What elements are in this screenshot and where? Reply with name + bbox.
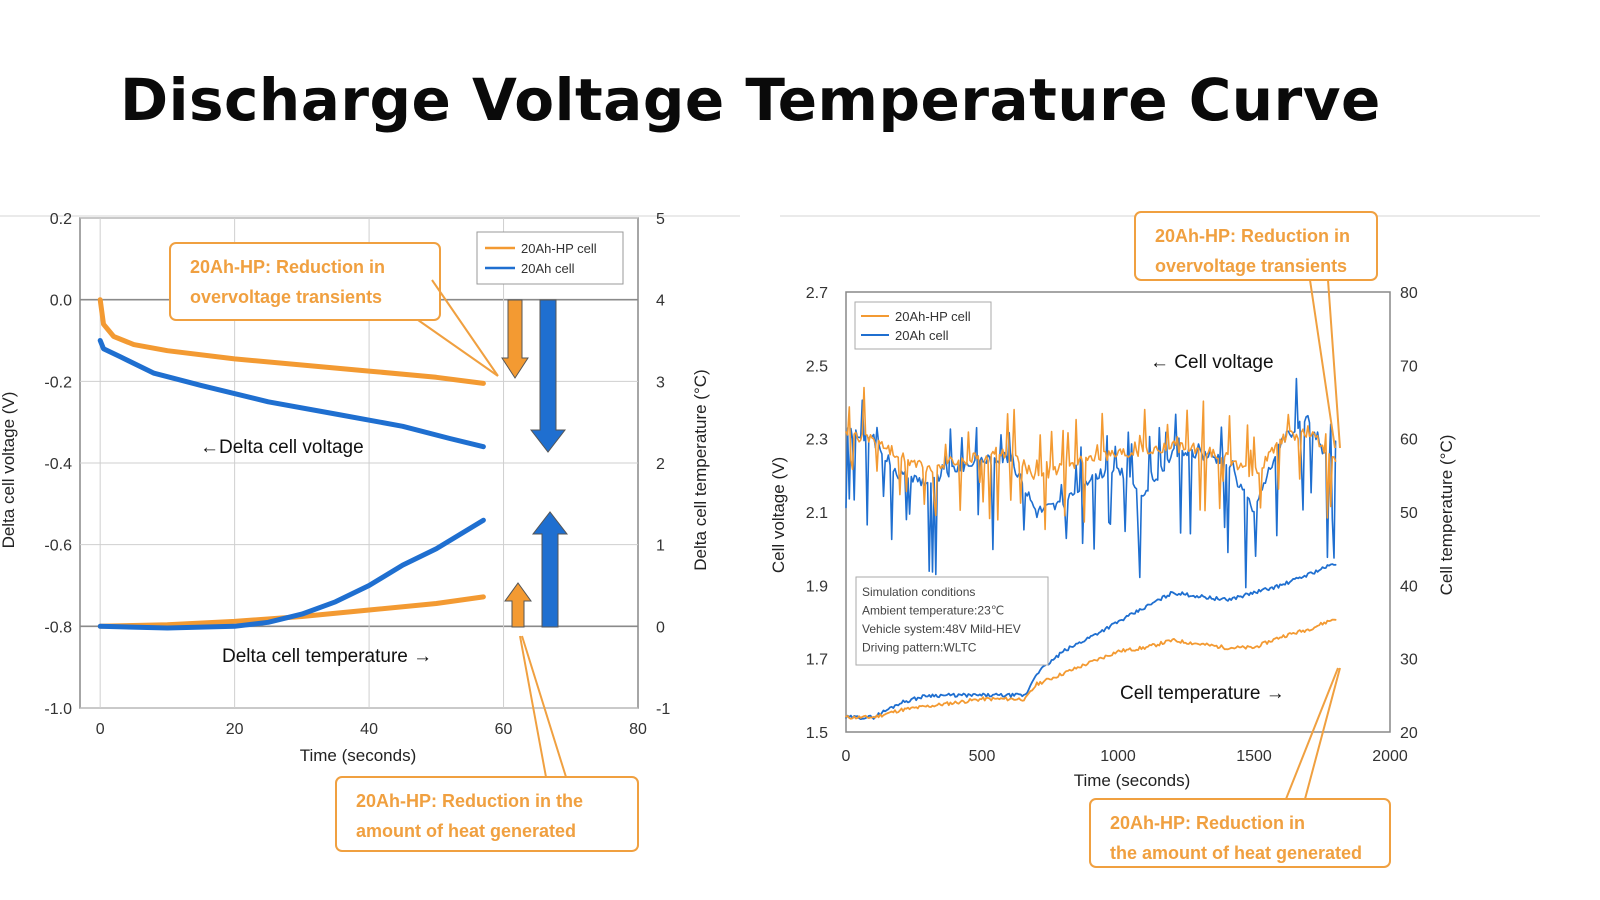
callout-text: overvoltage transients xyxy=(1155,256,1347,276)
conditions-text: Ambient temperature:23℃ xyxy=(862,604,1004,618)
y-tick-label: 1.5 xyxy=(806,725,828,742)
callout-text: amount of heat generated xyxy=(356,821,576,841)
callout-text: 20Ah-HP: Reduction in the xyxy=(356,791,583,811)
series-line-3 xyxy=(97,517,486,631)
y-tick-label: -0.8 xyxy=(44,619,72,636)
y-axis-label: Cell voltage (V) xyxy=(769,457,788,573)
y-tick-label: 2.1 xyxy=(806,505,828,522)
y-tick-label: -1.0 xyxy=(44,701,72,718)
legend xyxy=(854,301,992,350)
y2-tick-label: -1 xyxy=(656,701,670,718)
y2-tick-label: 3 xyxy=(656,374,665,391)
legend-label: 20Ah cell xyxy=(521,261,575,276)
x-axis-label: Time (seconds) xyxy=(1074,771,1191,790)
y-tick-label: 0.0 xyxy=(50,293,72,310)
x-tick-label: 0 xyxy=(842,748,851,765)
x-tick-label: 0 xyxy=(96,721,105,738)
y2-tick-label: 1 xyxy=(656,538,665,555)
y2-tick-label: 0 xyxy=(656,619,665,636)
voltage-label: ← Cell voltage xyxy=(1150,352,1274,373)
legend-label: 20Ah cell xyxy=(895,328,949,343)
y2-tick-label: 50 xyxy=(1400,505,1418,522)
callout-box-2 xyxy=(1089,798,1391,868)
conditions-text: Simulation conditions xyxy=(862,585,975,599)
x-tick-label: 80 xyxy=(629,721,647,738)
chart-delta-cell: 0.2 0.0 -0.2 -0.4 -0.6 -0.8 -1.0 5 4 3 2 1 0 -1 0 20 40 6… xyxy=(0,211,710,852)
x-tick-label: 60 xyxy=(495,721,513,738)
y2-tick-label: 60 xyxy=(1400,432,1418,449)
callout-box-1 xyxy=(169,242,441,321)
x-tick-label: 1000 xyxy=(1100,748,1136,765)
voltage-label: ←Delta cell voltage xyxy=(200,437,364,458)
callout-text: overvoltage transients xyxy=(190,287,382,307)
x-axis-label: Time (seconds) xyxy=(300,746,417,765)
temperature-label: Cell temperature → xyxy=(1120,683,1285,704)
x-tick-label: 20 xyxy=(226,721,244,738)
series-line-0 xyxy=(97,297,486,386)
y-tick-label: 0.2 xyxy=(50,211,72,228)
y2-tick-label: 40 xyxy=(1400,578,1418,595)
y-tick-label: 1.9 xyxy=(806,578,828,595)
callout-pointer-1 xyxy=(417,279,499,377)
page-title: Discharge Voltage Temperature Curve xyxy=(120,66,1381,134)
y-axis-label: Delta cell voltage (V) xyxy=(0,392,18,549)
callout-text: 20Ah-HP: Reduction in xyxy=(1110,813,1305,833)
series-line-1 xyxy=(97,338,486,450)
series-line-3 xyxy=(845,563,1337,720)
callout-box-1 xyxy=(1134,211,1378,281)
callout-text: 20Ah-HP: Reduction in xyxy=(190,257,385,277)
conditions-text: Driving pattern:WLTC xyxy=(862,641,977,655)
arrow-std-voltage xyxy=(529,299,567,453)
x-tick-label: 40 xyxy=(360,721,378,738)
y-tick-label: 2.7 xyxy=(806,285,828,302)
y2-tick-label: 4 xyxy=(656,293,665,310)
conditions-text: Vehicle system:48V Mild-HEV xyxy=(862,622,1021,636)
y2-tick-label: 80 xyxy=(1400,285,1418,302)
y2-tick-label: 20 xyxy=(1400,725,1418,742)
legend xyxy=(476,231,624,285)
y2-tick-label: 70 xyxy=(1400,358,1418,375)
chart-cell-wltc: 2.7 2.5 2.3 2.1 1.9 1.7 1.5 80 70 60 50 40 30 20 0 500 1… xyxy=(769,211,1456,868)
y-tick-label: -0.6 xyxy=(44,538,72,555)
callout-pointer-2 xyxy=(519,635,567,778)
series-line-0 xyxy=(845,386,1337,531)
series-line-2 xyxy=(845,618,1337,720)
y-tick-label: -0.4 xyxy=(44,456,72,473)
y-tick-label: 2.3 xyxy=(806,432,828,449)
x-tick-label: 500 xyxy=(969,748,996,765)
arrow-hp-voltage xyxy=(501,299,529,379)
y-tick-label: 2.5 xyxy=(806,358,828,375)
callout-pointer-1 xyxy=(1309,279,1341,449)
y2-axis-label: Cell temperature (°C) xyxy=(1437,435,1456,596)
arrow-std-temperature xyxy=(531,511,569,628)
legend-label: 20Ah-HP cell xyxy=(521,241,597,256)
y2-axis-label: Delta cell temperature (°C) xyxy=(691,369,710,570)
temperature-label: Delta cell temperature → xyxy=(222,646,432,667)
y2-tick-label: 2 xyxy=(656,456,665,473)
series-line-1 xyxy=(845,377,1337,589)
callout-pointer-2 xyxy=(1285,667,1341,800)
y2-tick-label: 30 xyxy=(1400,652,1418,669)
conditions-box xyxy=(855,576,1049,666)
x-tick-label: 2000 xyxy=(1372,748,1408,765)
x-tick-label: 1500 xyxy=(1236,748,1272,765)
y-tick-label: 1.7 xyxy=(806,652,828,669)
legend-label: 20Ah-HP cell xyxy=(895,309,971,324)
callout-text: 20Ah-HP: Reduction in xyxy=(1155,226,1350,246)
y-tick-label: -0.2 xyxy=(44,374,72,391)
y2-tick-label: 5 xyxy=(656,211,665,228)
callout-text: the amount of heat generated xyxy=(1110,843,1362,863)
callout-box-2 xyxy=(335,776,639,852)
arrow-hp-temperature xyxy=(504,582,532,628)
